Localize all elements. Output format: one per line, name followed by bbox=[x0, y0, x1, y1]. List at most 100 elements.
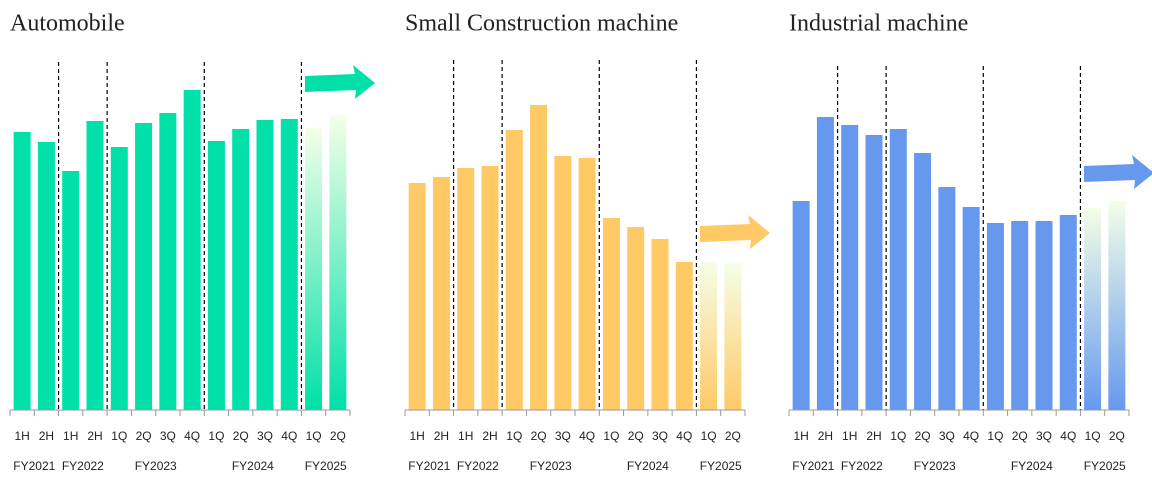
group-label: FY2023 bbox=[135, 459, 177, 473]
x-tick-label: 4Q bbox=[281, 429, 297, 443]
bar bbox=[889, 129, 907, 410]
x-tick-label: 4Q bbox=[1060, 429, 1076, 443]
bar bbox=[1108, 201, 1126, 410]
bar bbox=[1084, 208, 1102, 410]
x-tick-label: 3Q bbox=[1036, 429, 1052, 443]
x-tick-label: 2H bbox=[866, 429, 881, 443]
x-tick-label: 2Q bbox=[330, 429, 346, 443]
chart-title: Automobile bbox=[10, 11, 125, 37]
bar bbox=[554, 156, 572, 410]
x-tick-label: 2H bbox=[818, 429, 833, 443]
trend-arrow bbox=[1084, 155, 1152, 189]
bar bbox=[627, 227, 645, 410]
bar bbox=[1035, 221, 1053, 410]
bar bbox=[110, 147, 128, 410]
group-label: FY2024 bbox=[627, 459, 669, 473]
x-tick-label: 1H bbox=[458, 429, 473, 443]
bar bbox=[841, 125, 859, 410]
bar bbox=[865, 135, 883, 410]
bar bbox=[938, 187, 956, 410]
bar bbox=[792, 201, 810, 410]
x-tick-label: 1H bbox=[63, 429, 78, 443]
group-label: FY2025 bbox=[305, 459, 347, 473]
bar bbox=[232, 129, 250, 410]
bar bbox=[602, 218, 620, 410]
group-label: FY2024 bbox=[232, 459, 274, 473]
bar bbox=[432, 177, 450, 410]
trend-arrow bbox=[305, 65, 375, 99]
x-tick-label: 1H bbox=[842, 429, 857, 443]
x-tick-label: 2Q bbox=[531, 429, 547, 443]
group-label: FY2025 bbox=[1084, 459, 1126, 473]
bar bbox=[183, 90, 201, 410]
bar bbox=[256, 120, 274, 410]
x-tick-label: 1Q bbox=[506, 429, 522, 443]
x-tick-label: 3Q bbox=[652, 429, 668, 443]
bar bbox=[62, 171, 80, 410]
x-tick-label: 2Q bbox=[1012, 429, 1028, 443]
x-tick-label: 2H bbox=[434, 429, 449, 443]
x-tick-label: 4Q bbox=[676, 429, 692, 443]
group-label: FY2023 bbox=[530, 459, 572, 473]
x-tick-label: 1Q bbox=[987, 429, 1003, 443]
bar bbox=[962, 207, 980, 410]
group-label: FY2024 bbox=[1011, 459, 1053, 473]
group-label: FY2022 bbox=[457, 459, 499, 473]
x-tick-label: 3Q bbox=[939, 429, 955, 443]
bar bbox=[13, 132, 31, 410]
x-tick-label: 4Q bbox=[184, 429, 200, 443]
x-tick-label: 1Q bbox=[1085, 429, 1101, 443]
bar bbox=[724, 263, 742, 410]
bar bbox=[457, 168, 475, 410]
bar bbox=[505, 130, 523, 410]
bar bbox=[651, 239, 669, 410]
group-label: FY2023 bbox=[914, 459, 956, 473]
group-label: FY2021 bbox=[408, 459, 450, 473]
x-tick-label: 2H bbox=[482, 429, 497, 443]
x-tick-label: 3Q bbox=[555, 429, 571, 443]
bar bbox=[675, 262, 693, 410]
bar bbox=[329, 115, 347, 410]
x-tick-label: 1Q bbox=[208, 429, 224, 443]
x-tick-label: 1Q bbox=[890, 429, 906, 443]
bar bbox=[135, 123, 153, 410]
x-tick-label: 2Q bbox=[725, 429, 741, 443]
bar bbox=[986, 223, 1004, 410]
x-tick-label: 1Q bbox=[111, 429, 127, 443]
chart-title: Small Construction machine bbox=[405, 11, 678, 37]
group-label: FY2025 bbox=[700, 459, 742, 473]
group-label: FY2022 bbox=[841, 459, 883, 473]
x-tick-label: 1H bbox=[793, 429, 808, 443]
x-tick-label: 1H bbox=[409, 429, 424, 443]
bar bbox=[280, 119, 298, 410]
bar bbox=[207, 141, 225, 410]
bar bbox=[37, 142, 55, 410]
x-tick-label: 2H bbox=[39, 429, 54, 443]
bar bbox=[700, 262, 718, 410]
group-label: FY2022 bbox=[62, 459, 104, 473]
x-tick-label: 2Q bbox=[915, 429, 931, 443]
bar bbox=[1011, 221, 1029, 410]
bar bbox=[816, 117, 834, 410]
bar bbox=[530, 105, 548, 410]
x-tick-label: 2Q bbox=[136, 429, 152, 443]
trend-arrow bbox=[700, 215, 770, 249]
x-tick-label: 3Q bbox=[160, 429, 176, 443]
bar bbox=[914, 153, 932, 410]
bar bbox=[159, 113, 177, 410]
bar bbox=[86, 121, 104, 410]
bar bbox=[305, 128, 323, 410]
x-tick-label: 4Q bbox=[963, 429, 979, 443]
bar bbox=[578, 158, 596, 410]
x-tick-label: 2Q bbox=[1109, 429, 1125, 443]
x-tick-label: 1H bbox=[14, 429, 29, 443]
x-tick-label: 2Q bbox=[628, 429, 644, 443]
bar bbox=[481, 166, 499, 410]
group-label: FY2021 bbox=[13, 459, 55, 473]
x-tick-label: 1Q bbox=[603, 429, 619, 443]
x-tick-label: 1Q bbox=[701, 429, 717, 443]
bar bbox=[408, 183, 426, 410]
bar bbox=[1059, 215, 1077, 410]
chart-title: Industrial machine bbox=[789, 11, 968, 37]
